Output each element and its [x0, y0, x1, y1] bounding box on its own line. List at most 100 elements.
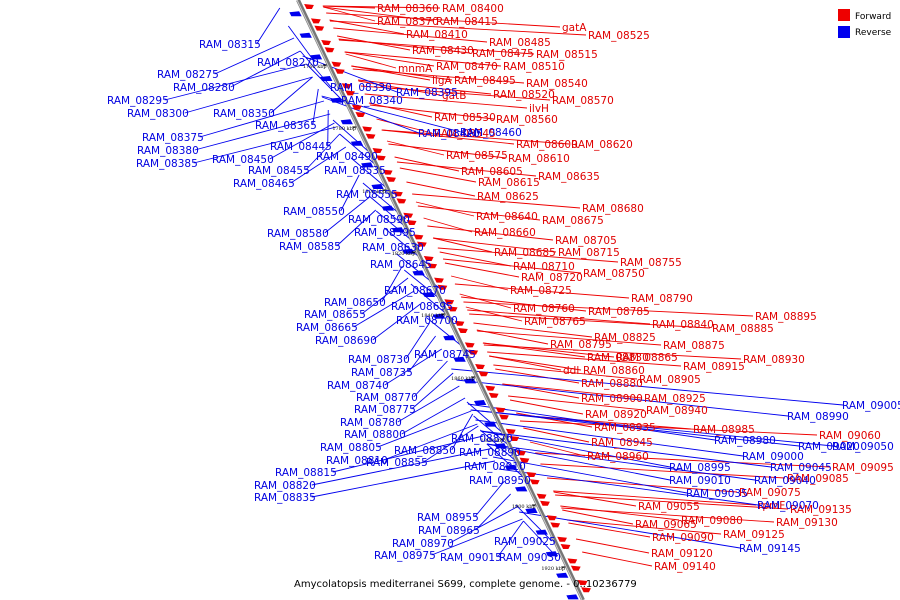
forward-gene-label[interactable]: RAM_08935	[594, 422, 656, 434]
forward-gene-feature[interactable]	[345, 90, 355, 96]
forward-gene-feature[interactable]	[314, 25, 325, 31]
forward-gene-label[interactable]: RAM_08495	[454, 75, 516, 87]
forward-gene-label[interactable]: RAM_08415	[436, 16, 498, 28]
reverse-gene-label[interactable]: RAM_08965	[418, 525, 480, 537]
forward-gene-label[interactable]: RAM_08520	[493, 89, 555, 101]
reverse-gene-label[interactable]: RAM_08365	[255, 120, 317, 132]
reverse-gene-label[interactable]: RAM_08535	[324, 165, 386, 177]
forward-gene-label[interactable]: RAM_08675	[542, 215, 604, 227]
reverse-gene-label[interactable]: RAM_08695	[391, 301, 453, 313]
forward-gene-label[interactable]: RAM_09055	[638, 501, 700, 513]
forward-gene-feature[interactable]	[550, 522, 561, 528]
forward-gene-label[interactable]: RAM_08900	[581, 393, 643, 405]
reverse-gene-feature[interactable]	[535, 529, 548, 535]
reverse-gene-feature[interactable]	[453, 356, 466, 362]
forward-gene-label[interactable]: RAM_08705	[555, 235, 617, 247]
reverse-gene-label[interactable]: RAM_08490	[316, 151, 378, 163]
reverse-gene-feature[interactable]	[381, 205, 394, 211]
reverse-gene-label[interactable]: RAM_08810	[326, 455, 388, 467]
reverse-gene-label[interactable]: RAM_09045	[770, 462, 832, 474]
forward-gene-feature[interactable]	[334, 68, 345, 74]
reverse-gene-label[interactable]: RAM_08655	[304, 309, 366, 321]
reverse-gene-label[interactable]: RAM_08820	[254, 480, 316, 492]
forward-gene-feature[interactable]	[454, 320, 465, 326]
forward-gene-label[interactable]: RAM_08360	[377, 3, 439, 15]
reverse-gene-label[interactable]: RAM_08315	[199, 39, 261, 51]
reverse-gene-label[interactable]: RAM_08665	[296, 322, 358, 334]
reverse-gene-label[interactable]: RAM_08815	[275, 467, 337, 479]
forward-gene-label[interactable]: RAM_08485	[489, 37, 551, 49]
forward-gene-feature[interactable]	[382, 169, 393, 175]
forward-gene-feature[interactable]	[458, 328, 468, 333]
forward-gene-feature[interactable]	[505, 428, 516, 434]
forward-gene-feature[interactable]	[341, 83, 352, 89]
reverse-gene-label[interactable]: RAM_08420	[418, 128, 480, 140]
forward-gene-label[interactable]: RAM_08605	[461, 166, 523, 178]
forward-gene-feature[interactable]	[331, 61, 342, 67]
forward-gene-label[interactable]: RAM_08715	[558, 247, 620, 259]
forward-gene-feature[interactable]	[427, 263, 438, 269]
forward-gene-label[interactable]: RAM_08880	[581, 378, 643, 390]
reverse-gene-label[interactable]: RAM_08850	[394, 445, 456, 457]
forward-gene-label[interactable]: RAM_08960	[587, 451, 649, 463]
forward-gene-label[interactable]: RAM_08865	[616, 352, 678, 364]
forward-gene-label[interactable]: RAM_08885	[712, 323, 774, 335]
reverse-gene-feature[interactable]	[556, 572, 569, 578]
forward-gene-label[interactable]: RAM_08830	[587, 352, 649, 364]
reverse-gene-label[interactable]: RAM_08630	[362, 242, 424, 254]
forward-gene-label[interactable]: gatB	[442, 90, 466, 102]
reverse-gene-label[interactable]: RAM_08890	[459, 447, 521, 459]
forward-gene-feature[interactable]	[526, 472, 537, 477]
forward-gene-label[interactable]: RAM_08510	[503, 61, 565, 73]
reverse-gene-label[interactable]: RAM_08455	[248, 165, 310, 177]
forward-gene-label[interactable]: gatA	[562, 22, 587, 34]
reverse-gene-label[interactable]: RAM_08275	[157, 69, 219, 81]
reverse-gene-label[interactable]: RAM_08910	[464, 461, 526, 473]
reverse-gene-label[interactable]: RAM_08775	[354, 404, 416, 416]
forward-gene-label[interactable]: ligA	[432, 75, 452, 87]
reverse-gene-feature[interactable]	[289, 11, 302, 17]
forward-gene-label[interactable]: RAM_09075	[739, 487, 801, 499]
reverse-gene-label[interactable]: RAM_08745	[414, 349, 476, 361]
forward-gene-label[interactable]: RAM_09125	[723, 529, 785, 541]
forward-gene-label[interactable]: RAM_08905	[639, 374, 701, 386]
reverse-gene-feature[interactable]	[525, 508, 538, 513]
forward-gene-label[interactable]: RAM_08475	[472, 48, 534, 60]
forward-gene-label[interactable]: RAM_08750	[583, 268, 645, 280]
forward-gene-label[interactable]: RAM_08940	[646, 405, 708, 417]
reverse-gene-feature[interactable]	[504, 464, 518, 470]
forward-gene-label[interactable]: RAM_08685	[494, 247, 556, 259]
reverse-gene-label[interactable]: RAM_08835	[254, 492, 316, 504]
forward-gene-label[interactable]: RAM_09065	[635, 519, 697, 531]
forward-gene-label[interactable]: RAM_09090	[652, 532, 714, 544]
forward-gene-feature[interactable]	[447, 306, 458, 312]
forward-gene-label[interactable]: RAM_08430	[412, 45, 474, 57]
reverse-gene-feature[interactable]	[443, 335, 456, 341]
reverse-gene-feature[interactable]	[320, 76, 333, 81]
forward-gene-feature[interactable]	[393, 191, 403, 197]
reverse-gene-label[interactable]: RAM_08805	[320, 442, 382, 454]
reverse-gene-label[interactable]: RAM_09070	[757, 500, 819, 512]
forward-gene-feature[interactable]	[372, 148, 383, 153]
forward-gene-feature[interactable]	[509, 436, 520, 441]
forward-gene-label[interactable]: RAM_08525	[588, 30, 650, 42]
forward-gene-feature[interactable]	[304, 4, 314, 9]
forward-gene-feature[interactable]	[321, 40, 331, 45]
reverse-gene-label[interactable]: RAM_09040	[754, 475, 816, 487]
forward-gene-label[interactable]: RAM_08610	[508, 153, 570, 165]
forward-gene-label[interactable]: RAM_08755	[620, 257, 682, 269]
reverse-gene-feature[interactable]	[494, 443, 507, 449]
reverse-gene-label[interactable]: RAM_08975	[374, 550, 436, 562]
forward-gene-label[interactable]: RAM_08470	[436, 61, 498, 73]
forward-gene-label[interactable]: ddl	[563, 365, 579, 377]
reverse-gene-label[interactable]: RAM_08465	[233, 178, 295, 190]
forward-gene-feature[interactable]	[495, 407, 506, 413]
forward-gene-label[interactable]: RAM_08860	[583, 365, 645, 377]
reverse-gene-feature[interactable]	[515, 486, 528, 492]
forward-gene-label[interactable]: RAM_08575	[446, 150, 508, 162]
reverse-gene-label[interactable]: RAM_08780	[340, 417, 402, 429]
forward-gene-feature[interactable]	[577, 580, 588, 585]
reverse-gene-feature[interactable]	[391, 227, 405, 233]
forward-gene-label[interactable]: RAM_08410	[406, 29, 468, 41]
forward-gene-feature[interactable]	[386, 176, 396, 182]
